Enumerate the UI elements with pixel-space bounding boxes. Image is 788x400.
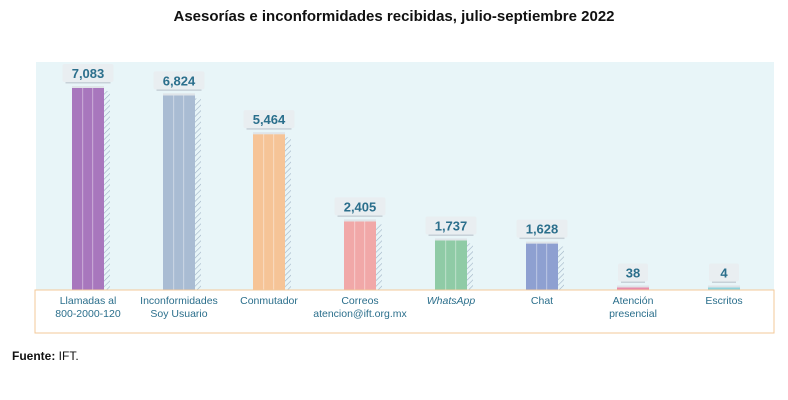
bar-stripe [455,240,457,290]
value-label: 1,628 [526,222,559,237]
bar-cap [253,132,285,135]
category-label: Escritos [705,295,742,307]
category-label-box [34,289,775,334]
chart-title: Asesorías e inconformidades recibidas, j… [173,8,615,25]
bar-stripe [445,240,447,290]
bar [163,95,195,291]
bar-cap [163,93,195,96]
bar-stripe [183,95,185,291]
value-label: 38 [626,266,640,281]
value-label-underline [519,237,565,240]
bar-stripe [92,88,94,290]
bar-stripe [263,134,265,290]
value-label-underline [337,215,383,217]
value-label: 1,737 [435,218,468,233]
bar [708,287,740,290]
source-label: Fuente: [12,349,56,363]
value-label-background [153,71,205,90]
category-label: Conmutador [240,295,298,307]
category-label: Chat [531,295,553,307]
value-label: 7,083 [72,66,105,81]
bar-stripe [364,221,366,290]
plot-background [36,62,774,291]
value-label-underline [246,128,292,130]
bar-cap [526,241,558,244]
bar-stripe [82,88,84,290]
bar-stripe [273,134,275,290]
value-label-underline [428,234,474,236]
category-label: Atención presencial [609,295,657,320]
bar-stripe [173,95,175,291]
value-label-background [425,216,477,235]
bar [526,243,558,290]
bar-cap [708,285,740,288]
value-label-background [618,263,648,282]
value-label-background [516,219,568,238]
bar-cap [344,219,376,222]
bar [435,240,467,290]
category-label: Inconformidades Soy Usuario [140,295,218,320]
value-label-underline [156,89,202,91]
value-label-background [243,110,295,129]
value-label-underline [65,82,111,84]
bar [72,88,104,290]
category-label: Llamadas al 800-2000-120 [55,295,121,320]
bar-stripe [354,221,356,290]
source-note: Fuente: IFT. [12,349,79,363]
value-label: 4 [720,266,728,281]
bar [253,134,285,290]
value-label-underline [712,281,736,283]
bar-cap [72,86,104,88]
value-label-background [62,64,114,82]
bar-stripe [536,243,538,290]
value-label: 2,405 [344,199,377,214]
value-label: 6,824 [163,73,196,88]
value-label: 5,464 [253,112,286,127]
value-label-background [334,197,386,216]
bar [617,287,649,290]
bar-cap [435,238,467,241]
value-label-background [709,263,739,282]
bar-cap [617,285,649,288]
category-label: Correos atencion@ift.org.mx [313,295,407,320]
bar [344,221,376,290]
source-text: IFT. [55,349,79,363]
value-label-underline [621,281,645,283]
category-label: WhatsApp [427,295,476,307]
bar-stripe [546,243,548,290]
